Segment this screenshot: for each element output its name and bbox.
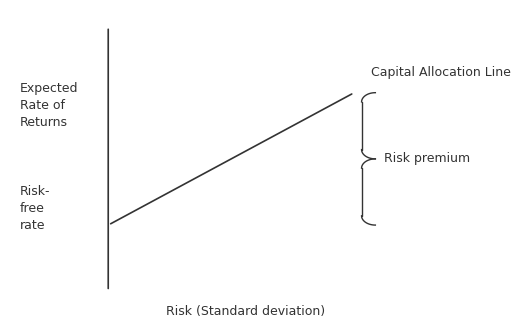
Text: Capital Allocation Line: Capital Allocation Line — [371, 67, 511, 79]
Text: Risk-
free
rate: Risk- free rate — [20, 185, 50, 232]
Text: Risk premium: Risk premium — [384, 152, 470, 166]
Text: Expected
Rate of
Returns: Expected Rate of Returns — [20, 82, 78, 129]
Text: Risk (Standard deviation): Risk (Standard deviation) — [166, 305, 326, 318]
